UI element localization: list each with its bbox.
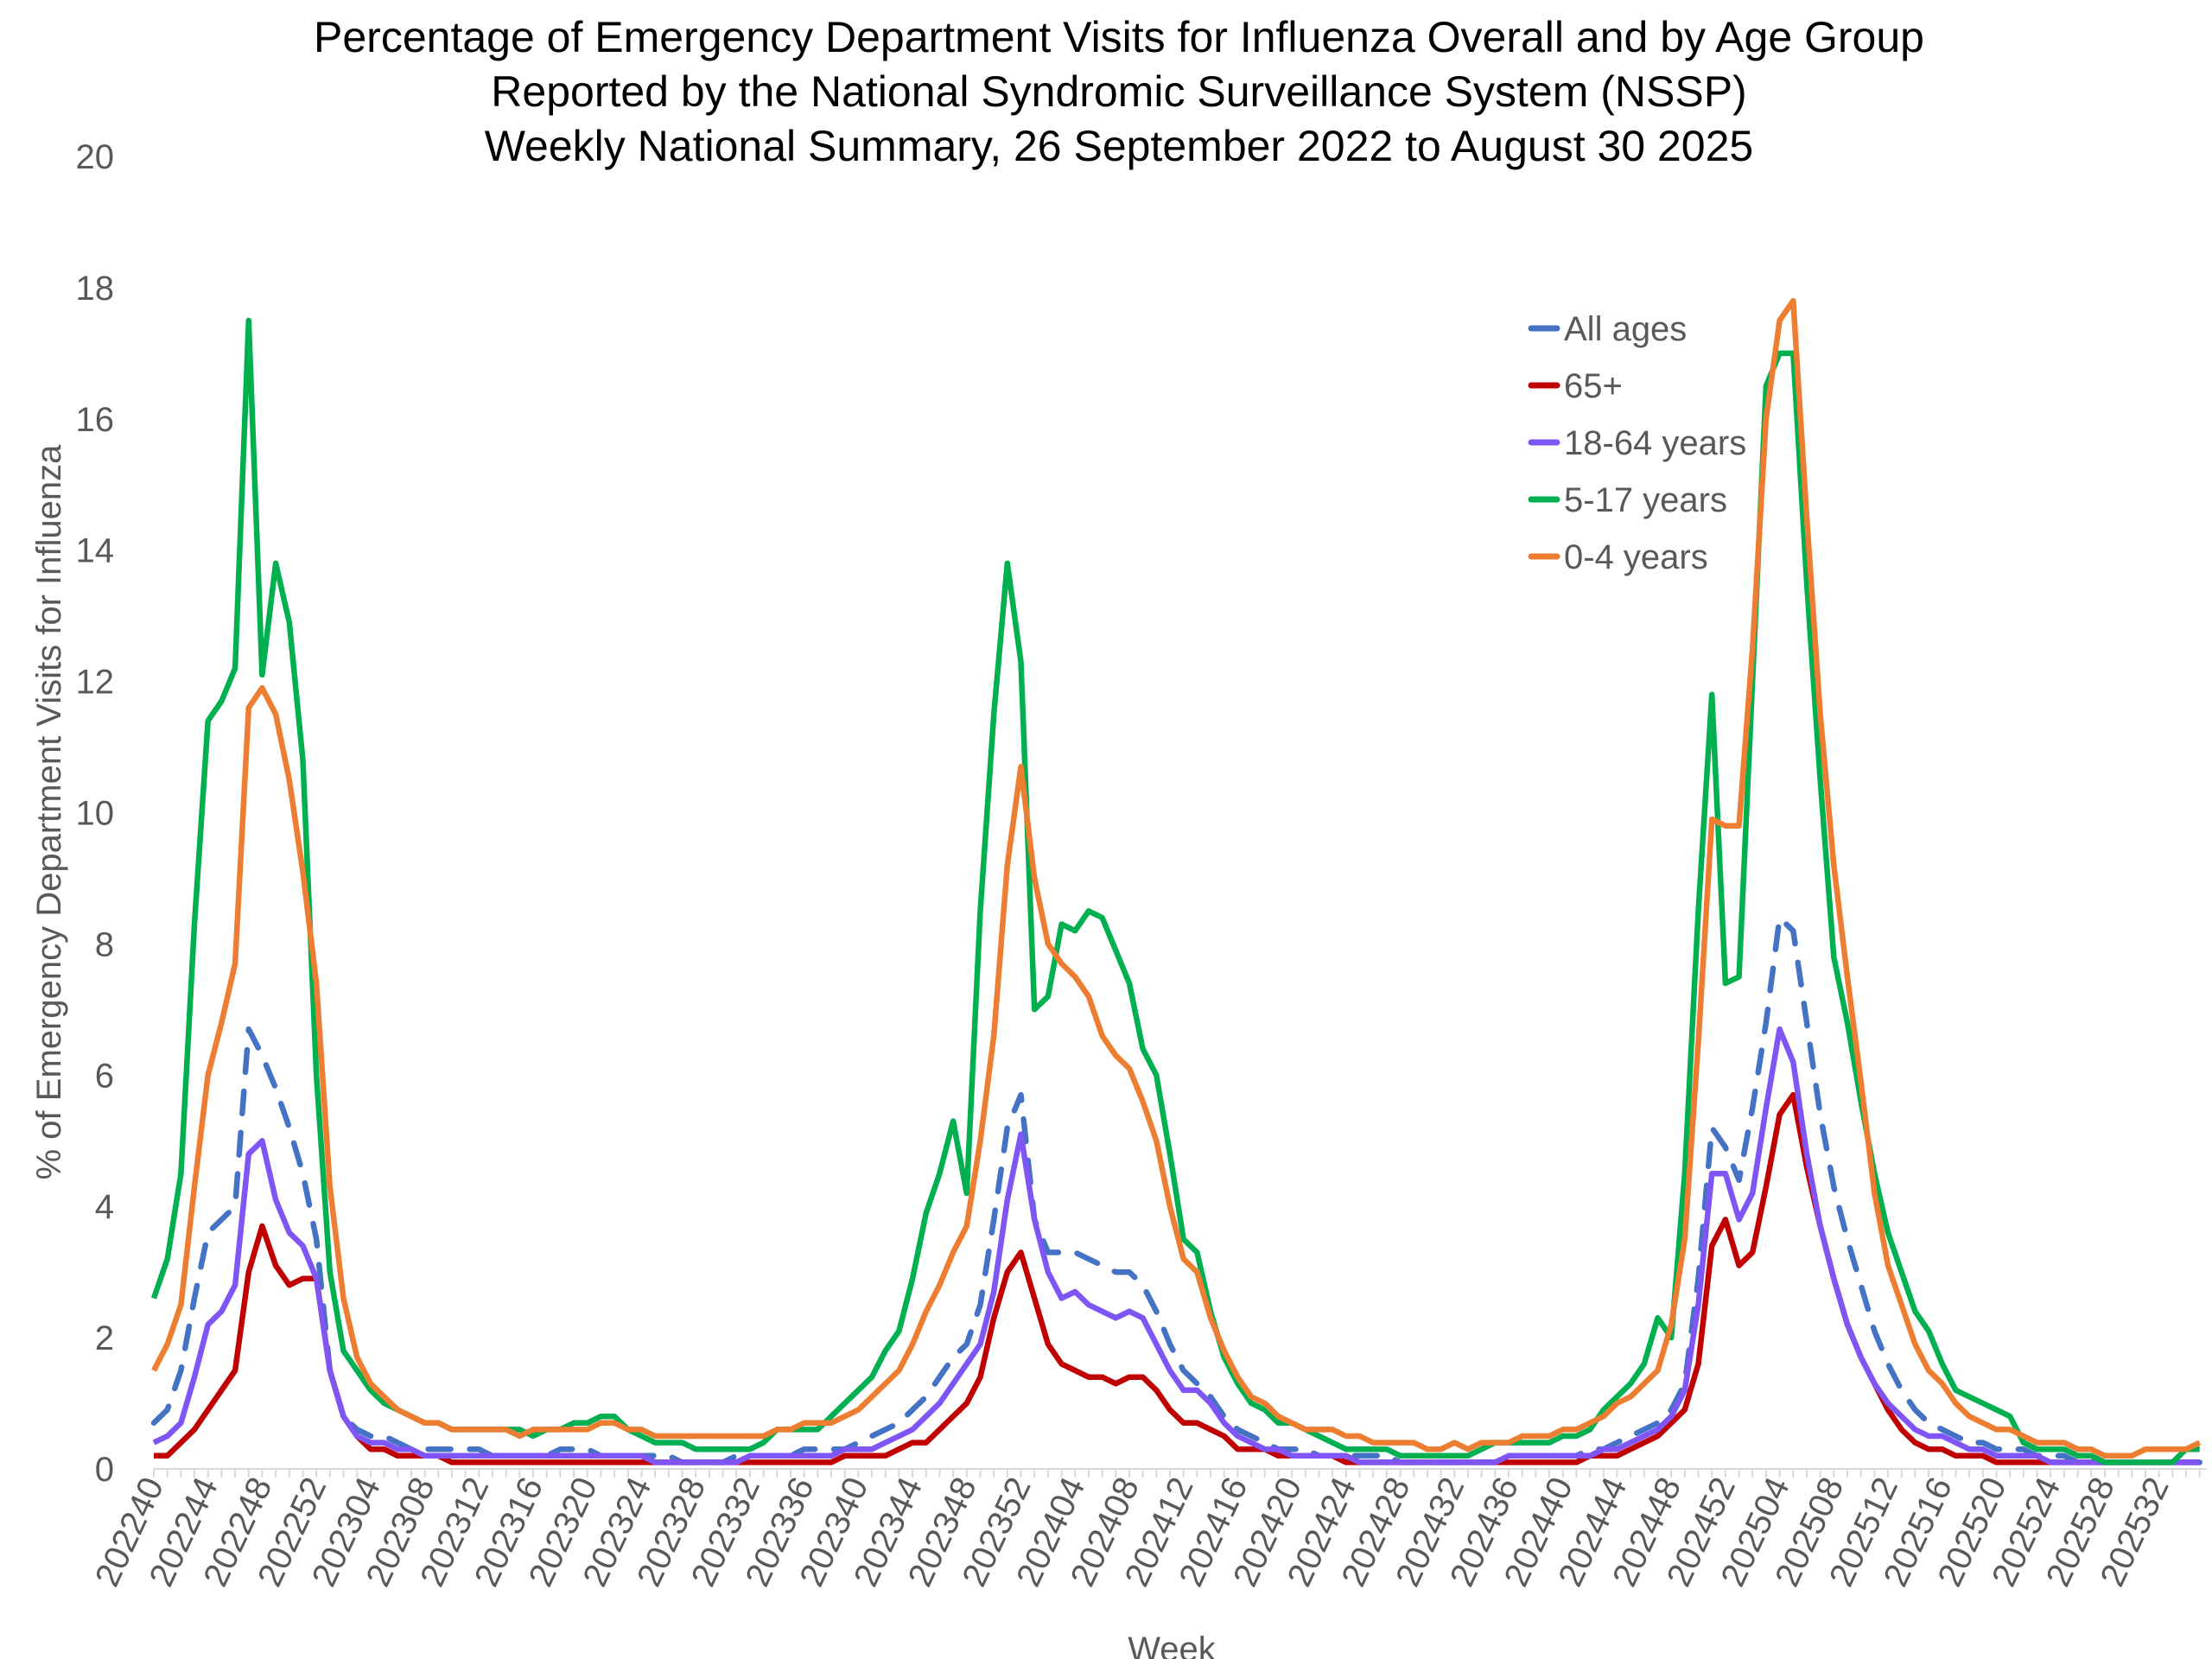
series-line-0-4-years bbox=[151, 297, 2202, 1459]
series-lines bbox=[150, 297, 2202, 1465]
legend-label: 18-64 years bbox=[1564, 424, 1746, 462]
legend-label: 0-4 years bbox=[1564, 538, 1708, 576]
series-line-18-64-years bbox=[152, 1026, 2200, 1465]
x-axis: 2022402022442022482022522023042023082023… bbox=[88, 1468, 2207, 1592]
y-tick-label: 12 bbox=[76, 664, 115, 702]
chart-title-line-2: Reported by the National Syndromic Surve… bbox=[491, 67, 1746, 116]
y-tick-label: 18 bbox=[76, 270, 115, 308]
y-tick-label: 4 bbox=[95, 1188, 114, 1226]
legend-label: 5-17 years bbox=[1564, 481, 1727, 519]
y-tick-label: 14 bbox=[76, 532, 115, 570]
y-tick-label: 6 bbox=[95, 1057, 114, 1095]
y-tick-label: 20 bbox=[76, 138, 115, 176]
y-tick-label: 16 bbox=[76, 401, 115, 439]
chart-title: Percentage of Emergency Department Visit… bbox=[314, 13, 1924, 170]
y-axis-ticks: 0 2 4 6 8 10 12 14 16 18 20 bbox=[76, 138, 115, 1489]
chart-title-line-3: Weekly National Summary, 26 September 20… bbox=[485, 122, 1753, 170]
legend-label: 65+ bbox=[1564, 367, 1623, 405]
y-tick-label: 2 bbox=[95, 1319, 114, 1357]
y-tick-label: 10 bbox=[76, 795, 115, 833]
y-tick-label: 0 bbox=[95, 1451, 114, 1489]
chart-title-line-1: Percentage of Emergency Department Visit… bbox=[314, 13, 1924, 61]
x-axis-label: Week bbox=[1128, 1630, 1217, 1659]
y-axis-label: % of Emergency Department Visits for Inf… bbox=[30, 444, 68, 1180]
y-tick-label: 8 bbox=[95, 925, 114, 963]
series-line-5-17-years bbox=[150, 317, 2200, 1465]
legend: All ages 65+ 18-64 years 5-17 years 0-4 year… bbox=[1528, 310, 1746, 576]
legend-label: All ages bbox=[1564, 310, 1687, 348]
